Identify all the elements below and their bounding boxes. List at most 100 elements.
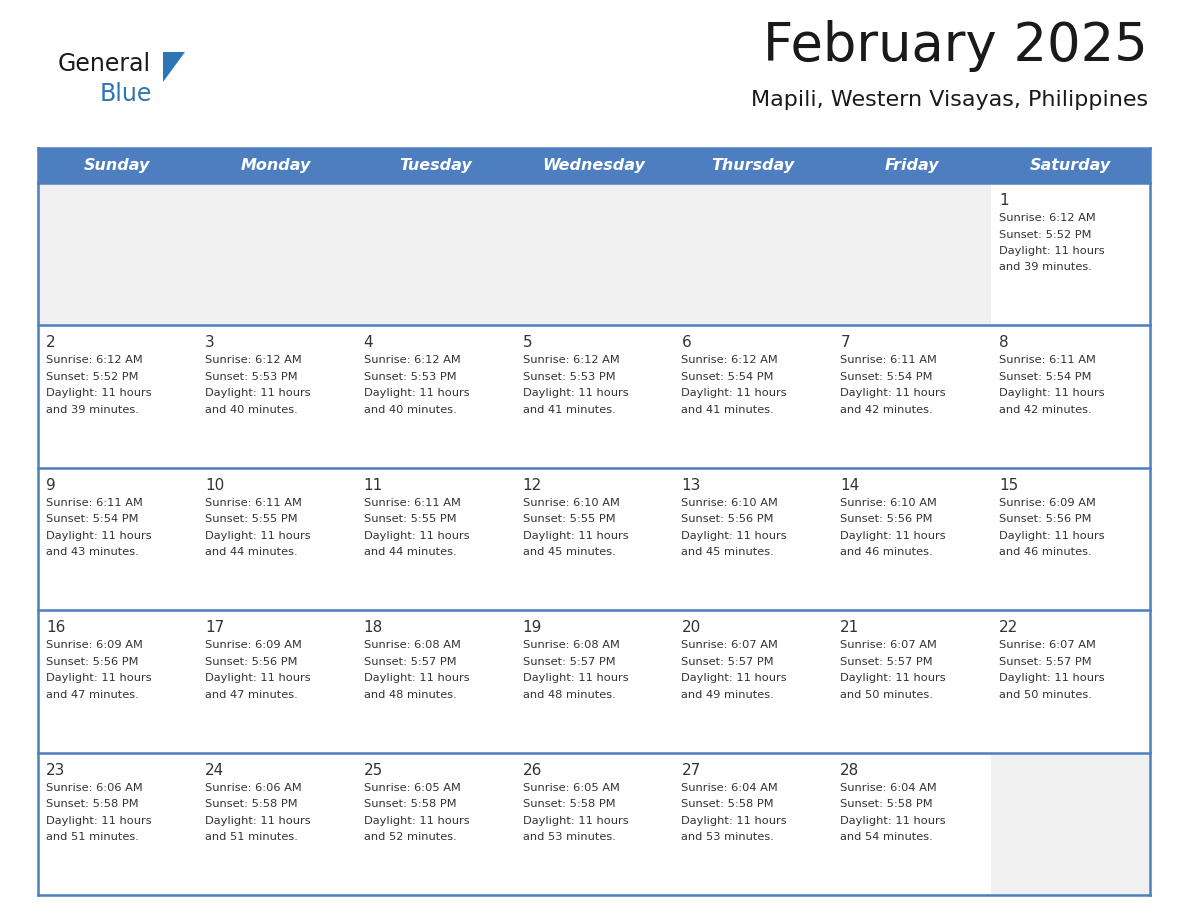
Text: Sunset: 5:58 PM: Sunset: 5:58 PM xyxy=(204,799,297,809)
Bar xyxy=(38,183,197,325)
Text: 13: 13 xyxy=(682,477,701,493)
Text: Sunrise: 6:11 AM: Sunrise: 6:11 AM xyxy=(46,498,143,508)
Text: Daylight: 11 hours: Daylight: 11 hours xyxy=(682,388,788,398)
Text: and 48 minutes.: and 48 minutes. xyxy=(523,689,615,700)
Text: Sunset: 5:57 PM: Sunset: 5:57 PM xyxy=(840,656,933,666)
Text: and 41 minutes.: and 41 minutes. xyxy=(682,405,775,415)
Text: and 47 minutes.: and 47 minutes. xyxy=(46,689,139,700)
Text: 22: 22 xyxy=(999,621,1018,635)
Text: Sunset: 5:56 PM: Sunset: 5:56 PM xyxy=(999,514,1092,524)
Bar xyxy=(674,183,833,325)
Text: Daylight: 11 hours: Daylight: 11 hours xyxy=(364,815,469,825)
Bar xyxy=(991,325,1150,468)
Text: Sunrise: 6:12 AM: Sunrise: 6:12 AM xyxy=(204,355,302,365)
Text: and 52 minutes.: and 52 minutes. xyxy=(364,832,456,842)
Text: Sunrise: 6:09 AM: Sunrise: 6:09 AM xyxy=(204,640,302,650)
Text: 9: 9 xyxy=(46,477,56,493)
Text: 7: 7 xyxy=(840,335,849,351)
Bar xyxy=(355,325,514,468)
Text: Daylight: 11 hours: Daylight: 11 hours xyxy=(840,531,946,541)
Text: Sunrise: 6:11 AM: Sunrise: 6:11 AM xyxy=(999,355,1097,365)
Bar xyxy=(197,183,355,325)
Text: Daylight: 11 hours: Daylight: 11 hours xyxy=(682,815,788,825)
Text: Daylight: 11 hours: Daylight: 11 hours xyxy=(523,815,628,825)
Bar xyxy=(674,325,833,468)
Text: Friday: Friday xyxy=(884,158,939,173)
Text: Sunrise: 6:06 AM: Sunrise: 6:06 AM xyxy=(204,783,302,792)
Text: Sunset: 5:55 PM: Sunset: 5:55 PM xyxy=(204,514,297,524)
Bar xyxy=(833,183,991,325)
Text: 23: 23 xyxy=(46,763,65,778)
Text: Sunday: Sunday xyxy=(84,158,151,173)
Bar xyxy=(833,325,991,468)
Text: Sunset: 5:54 PM: Sunset: 5:54 PM xyxy=(840,372,933,382)
Text: Sunrise: 6:09 AM: Sunrise: 6:09 AM xyxy=(46,640,143,650)
Bar xyxy=(355,468,514,610)
Text: 24: 24 xyxy=(204,763,225,778)
Text: Sunset: 5:58 PM: Sunset: 5:58 PM xyxy=(523,799,615,809)
Text: Daylight: 11 hours: Daylight: 11 hours xyxy=(204,388,310,398)
Text: Sunset: 5:57 PM: Sunset: 5:57 PM xyxy=(999,656,1092,666)
Text: Sunset: 5:55 PM: Sunset: 5:55 PM xyxy=(364,514,456,524)
Text: Daylight: 11 hours: Daylight: 11 hours xyxy=(999,388,1105,398)
Text: and 45 minutes.: and 45 minutes. xyxy=(523,547,615,557)
Text: and 54 minutes.: and 54 minutes. xyxy=(840,832,933,842)
Text: and 41 minutes.: and 41 minutes. xyxy=(523,405,615,415)
Text: Sunrise: 6:06 AM: Sunrise: 6:06 AM xyxy=(46,783,143,792)
Bar xyxy=(674,468,833,610)
Bar xyxy=(674,610,833,753)
Text: Sunrise: 6:07 AM: Sunrise: 6:07 AM xyxy=(840,640,937,650)
Bar xyxy=(38,148,1150,183)
Text: 17: 17 xyxy=(204,621,225,635)
Bar xyxy=(833,468,991,610)
Text: 11: 11 xyxy=(364,477,383,493)
Text: 19: 19 xyxy=(523,621,542,635)
Text: Sunrise: 6:04 AM: Sunrise: 6:04 AM xyxy=(682,783,778,792)
Bar xyxy=(991,610,1150,753)
Text: Daylight: 11 hours: Daylight: 11 hours xyxy=(682,531,788,541)
Text: Wednesday: Wednesday xyxy=(543,158,645,173)
Text: Sunset: 5:52 PM: Sunset: 5:52 PM xyxy=(46,372,139,382)
Text: Sunset: 5:58 PM: Sunset: 5:58 PM xyxy=(840,799,933,809)
Text: Monday: Monday xyxy=(241,158,311,173)
Bar xyxy=(197,325,355,468)
Text: 25: 25 xyxy=(364,763,383,778)
Text: and 50 minutes.: and 50 minutes. xyxy=(840,689,933,700)
Text: Thursday: Thursday xyxy=(712,158,795,173)
Text: Daylight: 11 hours: Daylight: 11 hours xyxy=(364,388,469,398)
Text: Daylight: 11 hours: Daylight: 11 hours xyxy=(999,246,1105,256)
Bar xyxy=(355,183,514,325)
Text: Sunset: 5:55 PM: Sunset: 5:55 PM xyxy=(523,514,615,524)
Text: and 40 minutes.: and 40 minutes. xyxy=(364,405,456,415)
Text: 6: 6 xyxy=(682,335,691,351)
Text: Daylight: 11 hours: Daylight: 11 hours xyxy=(204,531,310,541)
Text: Daylight: 11 hours: Daylight: 11 hours xyxy=(523,673,628,683)
Text: and 51 minutes.: and 51 minutes. xyxy=(204,832,298,842)
Text: 26: 26 xyxy=(523,763,542,778)
Bar xyxy=(991,183,1150,325)
Text: Saturday: Saturday xyxy=(1030,158,1111,173)
Text: Sunrise: 6:05 AM: Sunrise: 6:05 AM xyxy=(364,783,461,792)
Bar xyxy=(514,325,674,468)
Text: 3: 3 xyxy=(204,335,215,351)
Text: Sunset: 5:57 PM: Sunset: 5:57 PM xyxy=(364,656,456,666)
Text: 2: 2 xyxy=(46,335,56,351)
Text: Sunset: 5:58 PM: Sunset: 5:58 PM xyxy=(364,799,456,809)
Text: and 45 minutes.: and 45 minutes. xyxy=(682,547,775,557)
Text: Sunrise: 6:05 AM: Sunrise: 6:05 AM xyxy=(523,783,619,792)
Text: Sunrise: 6:09 AM: Sunrise: 6:09 AM xyxy=(999,498,1097,508)
Bar xyxy=(991,753,1150,895)
Text: 5: 5 xyxy=(523,335,532,351)
Text: Daylight: 11 hours: Daylight: 11 hours xyxy=(840,815,946,825)
Text: Sunset: 5:56 PM: Sunset: 5:56 PM xyxy=(840,514,933,524)
Text: Daylight: 11 hours: Daylight: 11 hours xyxy=(523,388,628,398)
Bar xyxy=(355,753,514,895)
Text: Tuesday: Tuesday xyxy=(399,158,472,173)
Text: Sunrise: 6:12 AM: Sunrise: 6:12 AM xyxy=(999,213,1095,223)
Text: Sunset: 5:57 PM: Sunset: 5:57 PM xyxy=(682,656,775,666)
Text: Daylight: 11 hours: Daylight: 11 hours xyxy=(523,531,628,541)
Text: Sunset: 5:58 PM: Sunset: 5:58 PM xyxy=(682,799,775,809)
Bar xyxy=(197,753,355,895)
Text: Blue: Blue xyxy=(100,82,152,106)
Text: and 44 minutes.: and 44 minutes. xyxy=(364,547,456,557)
